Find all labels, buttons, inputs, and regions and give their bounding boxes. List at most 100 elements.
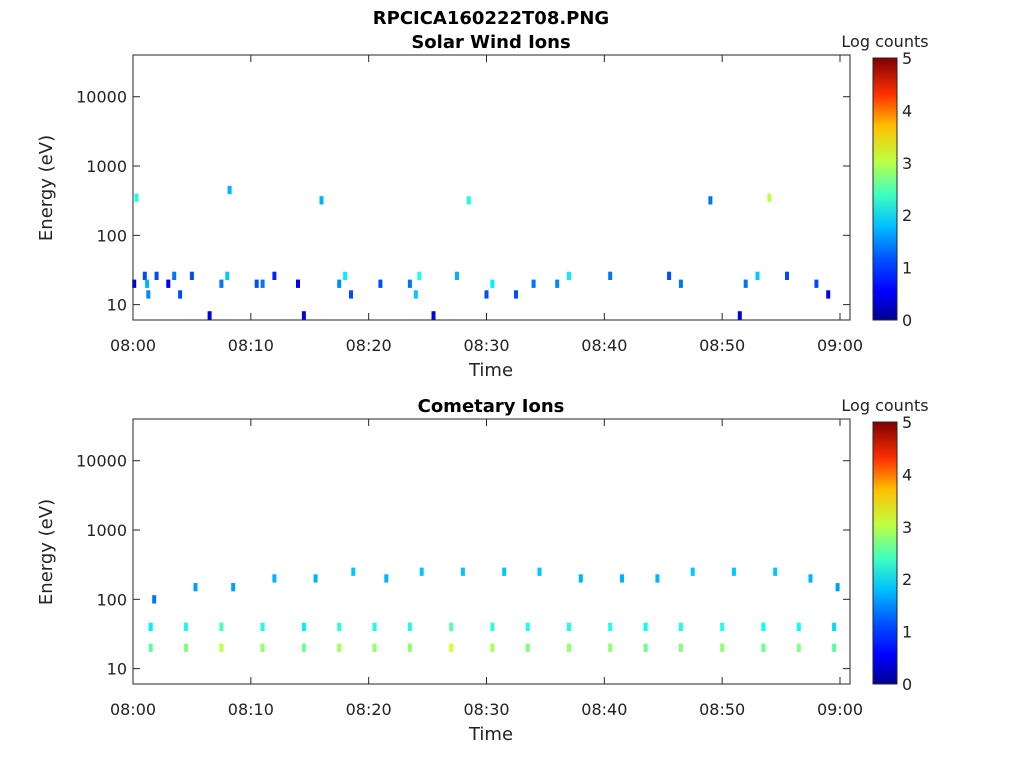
heatmap-cell	[761, 643, 766, 652]
x-tick-label: 08:30	[463, 336, 509, 355]
figure-title: RPCICA160222T08.PNG	[373, 8, 609, 29]
heatmap-cell	[301, 643, 306, 652]
heatmap-cell	[337, 622, 342, 631]
colorbar-tick-label: 4	[902, 101, 912, 120]
colorbar-tick-label: 5	[902, 49, 912, 68]
heatmap-cell	[260, 279, 265, 288]
heatmap-cell	[678, 279, 683, 288]
heatmap-cell	[319, 196, 324, 205]
x-tick-label: 08:10	[228, 700, 274, 719]
colorbar-tick-label: 3	[902, 518, 912, 537]
heatmap-cell	[148, 643, 153, 652]
heatmap-cell	[720, 643, 725, 652]
heatmap-cell	[835, 583, 840, 592]
colorbar-tick-label: 1	[902, 623, 912, 642]
heatmap-cell	[337, 643, 342, 652]
y-tick-label: 10	[107, 660, 127, 679]
heatmap-cell	[372, 622, 377, 631]
heatmap-cell	[761, 622, 766, 631]
heatmap-cell	[832, 622, 837, 631]
x-tick-label: 08:00	[110, 700, 156, 719]
heatmap-cell	[537, 567, 542, 576]
colorbar	[872, 57, 898, 321]
heatmap-cell	[372, 643, 377, 652]
heatmap-cell	[466, 196, 471, 205]
heatmap-cell	[231, 583, 236, 592]
heatmap-cell	[678, 643, 683, 652]
heatmap-cell	[313, 574, 318, 583]
colorbar-label: Log counts	[841, 396, 928, 415]
heatmap-cell	[154, 271, 159, 280]
x-tick-label: 08:20	[346, 700, 392, 719]
heatmap-cell	[145, 279, 150, 288]
y-tick-label: 100	[96, 590, 127, 609]
heatmap-cell	[272, 271, 277, 280]
x-axis-label: Time	[468, 724, 513, 745]
x-tick-label: 08:50	[699, 336, 745, 355]
heatmap-cell	[184, 643, 188, 652]
heatmap-cell	[301, 622, 306, 631]
heatmap-cell	[767, 193, 772, 202]
x-tick-label: 08:30	[463, 700, 509, 719]
heatmap-cell	[796, 622, 801, 631]
heatmap-cell	[608, 643, 613, 652]
heatmap-cell	[460, 567, 465, 576]
colorbar-ticks: 0 1 2 3 4 5	[902, 413, 912, 694]
heatmap-cell	[178, 290, 183, 299]
heatmap-cell	[142, 271, 147, 280]
heatmap-cell	[773, 567, 778, 576]
heatmap-cell	[254, 279, 259, 288]
plot-frame	[132, 418, 851, 685]
heatmap-cell	[343, 271, 348, 280]
colorbar	[872, 421, 898, 685]
heatmap-cell	[667, 271, 672, 280]
heatmap-cell	[608, 271, 613, 280]
x-tick-label: 08:00	[110, 336, 156, 355]
heatmap-cell	[378, 279, 383, 288]
x-ticks: 08:00 08:10 08:20 08:30 08:40 08:50 09:00	[110, 55, 863, 355]
heatmap-cell	[407, 622, 412, 631]
heatmap-cell	[514, 290, 518, 299]
heatmap-cell	[419, 567, 424, 576]
heatmap-cell	[413, 290, 418, 299]
heatmap-cell	[272, 574, 277, 583]
y-tick-label: 10	[107, 296, 127, 315]
heatmap-cells	[132, 185, 831, 320]
heatmap-cell	[555, 279, 560, 288]
heatmap-cell	[449, 643, 454, 652]
heatmap-cell	[337, 279, 342, 288]
plot-frame	[132, 54, 851, 321]
heatmap-cell	[219, 279, 224, 288]
heatmap-cell	[808, 574, 813, 583]
y-tick-label: 1000	[86, 157, 127, 176]
heatmap-cell	[189, 271, 194, 280]
heatmap-cell	[525, 643, 530, 652]
heatmap-cell	[384, 574, 389, 583]
colorbar-tick-label: 2	[902, 570, 912, 589]
heatmap-cell	[690, 567, 695, 576]
heatmap-cell	[484, 290, 489, 299]
y-axis-label: Energy (eV)	[36, 135, 57, 241]
heatmap-cell	[826, 290, 831, 299]
heatmap-cell	[678, 622, 683, 631]
heatmap-cell	[227, 185, 232, 195]
colorbar-ticks: 0 1 2 3 4 5	[902, 49, 912, 330]
x-tick-label: 08:10	[228, 336, 274, 355]
heatmap-cell	[449, 622, 454, 631]
colorbar-tick-label: 1	[902, 259, 912, 278]
heatmap-cell	[578, 574, 583, 583]
heatmap-cell	[148, 622, 153, 631]
y-axis-label: Energy (eV)	[36, 499, 57, 605]
heatmap-cell	[490, 643, 495, 652]
heatmap-cell	[132, 279, 137, 288]
heatmap-cell	[490, 622, 495, 631]
heatmap-cell	[146, 290, 151, 299]
heatmap-cell	[225, 271, 230, 280]
y-tick-label: 1000	[86, 521, 127, 540]
heatmap-cells	[148, 567, 840, 652]
heatmap-cell	[219, 622, 224, 631]
x-tick-label: 09:00	[817, 336, 863, 355]
heatmap-cell	[832, 643, 837, 652]
heatmap-cell	[349, 290, 353, 299]
